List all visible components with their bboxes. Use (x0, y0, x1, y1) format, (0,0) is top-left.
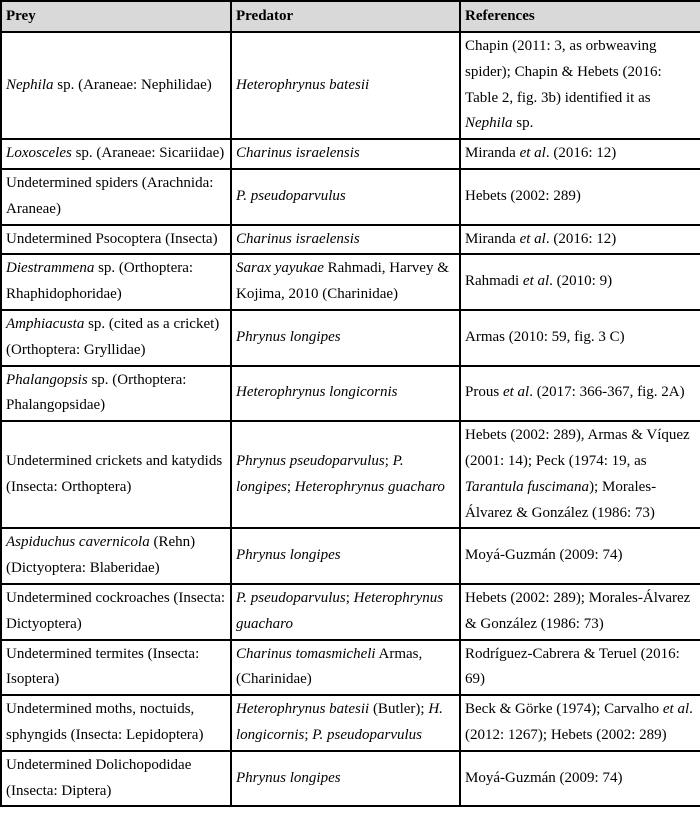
cell-references: Rodríguez-Cabrera & Teruel (2016: 69) (459, 638, 700, 697)
cell-prey: Phalangopsis sp. (Orthoptera: Phalangops… (0, 364, 232, 423)
column-header-prey: Prey (0, 0, 232, 33)
table-row: Undetermined crickets and katydids (Inse… (0, 420, 700, 530)
column-header-references: References (459, 0, 700, 33)
table-row: Undetermined cockroaches (Insecta: Dicty… (0, 582, 700, 641)
cell-prey: Undetermined Dolichopodidae (Insecta: Di… (0, 749, 232, 808)
table-row: Phalangopsis sp. (Orthoptera: Phalangops… (0, 364, 700, 423)
cell-prey: Diestrammena sp. (Orthoptera: Rhaphidoph… (0, 253, 232, 311)
cell-references: Armas (2010: 59, fig. 3 C) (459, 308, 700, 367)
table-row: Undetermined moths, noctuids, sphyngids … (0, 694, 700, 752)
table-row: Loxosceles sp. (Araneae: Sicariidae) Char… (0, 138, 700, 170)
cell-prey: Undetermined spiders (Arachnida: Araneae… (0, 167, 232, 226)
table-row: Amphiacusta sp. (cited as a cricket) (Or… (0, 308, 700, 367)
table-row: Nephila sp. (Araneae: Nephilidae) Heterop… (0, 30, 700, 141)
cell-prey: Undetermined moths, noctuids, sphyngids … (0, 694, 232, 752)
cell-predator: P. pseudoparvulus; Heterophrynus guachar… (230, 582, 461, 641)
cell-predator: Phrynus longipes (230, 527, 461, 585)
cell-references: Miranda et al. (2016: 12) (459, 138, 700, 170)
cell-references: Beck & Görke (1974); Carvalho et al. (20… (459, 694, 700, 752)
cell-predator: Phrynus longipes (230, 749, 461, 808)
cell-predator: Charinus tomasmicheli Armas, (Charinidae… (230, 638, 461, 697)
table-row: Undetermined Psocoptera (Insecta) Charinu… (0, 223, 700, 256)
cell-predator: Heterophrynus longicornis (230, 364, 461, 423)
cell-references: Hebets (2002: 289) (459, 167, 700, 226)
cell-references: Prous et al. (2017: 366-367, fig. 2A) (459, 364, 700, 423)
table-header-row: Prey Predator References (0, 0, 700, 33)
cell-prey: Nephila sp. (Araneae: Nephilidae) (0, 30, 232, 141)
cell-references: Moyá-Guzmán (2009: 74) (459, 749, 700, 808)
cell-prey: Undetermined cockroaches (Insecta: Dicty… (0, 582, 232, 641)
cell-prey: Undetermined crickets and katydids (Inse… (0, 420, 232, 530)
cell-predator: Charinus israelensis (230, 223, 461, 256)
cell-references: Rahmadi et al. (2010: 9) (459, 253, 700, 311)
cell-predator: Sarax yayukae Rahmadi, Harvey & Kojima, … (230, 253, 461, 311)
cell-references: Hebets (2002: 289), Armas & Víquez (2001… (459, 420, 700, 530)
cell-predator: Heterophrynus batesii (230, 30, 461, 141)
cell-predator: Phrynus pseudoparvulus; P. longipes; Het… (230, 420, 461, 530)
table-row: Aspiduchus cavernicola (Rehn) (Dictyopte… (0, 527, 700, 585)
cell-prey: Undetermined Psocoptera (Insecta) (0, 223, 232, 256)
cell-prey: Amphiacusta sp. (cited as a cricket) (Or… (0, 308, 232, 367)
cell-references: Hebets (2002: 289); Morales-Álvarez & Go… (459, 582, 700, 641)
cell-predator: Charinus israelensis (230, 138, 461, 170)
cell-prey: Undetermined termites (Insecta: Isoptera… (0, 638, 232, 697)
cell-prey: Aspiduchus cavernicola (Rehn) (Dictyopte… (0, 527, 232, 585)
table-body: Nephila sp. (Araneae: Nephilidae) Heterop… (0, 30, 700, 808)
table-row: Diestrammena sp. (Orthoptera: Rhaphidoph… (0, 253, 700, 311)
cell-predator: Phrynus longipes (230, 308, 461, 367)
column-header-predator: Predator (230, 0, 461, 33)
cell-predator: P. pseudoparvulus (230, 167, 461, 226)
table-row: Undetermined Dolichopodidae (Insecta: Di… (0, 749, 700, 808)
cell-references: Miranda et al. (2016: 12) (459, 223, 700, 256)
cell-predator: Heterophrynus batesii (Butler); H. longi… (230, 694, 461, 752)
table-row: Undetermined spiders (Arachnida: Araneae… (0, 167, 700, 226)
cell-references: Moyá-Guzmán (2009: 74) (459, 527, 700, 585)
cell-prey: Loxosceles sp. (Araneae: Sicariidae) (0, 138, 232, 170)
cell-references: Chapin (2011: 3, as orbweaving spider); … (459, 30, 700, 141)
table-row: Undetermined termites (Insecta: Isoptera… (0, 638, 700, 697)
